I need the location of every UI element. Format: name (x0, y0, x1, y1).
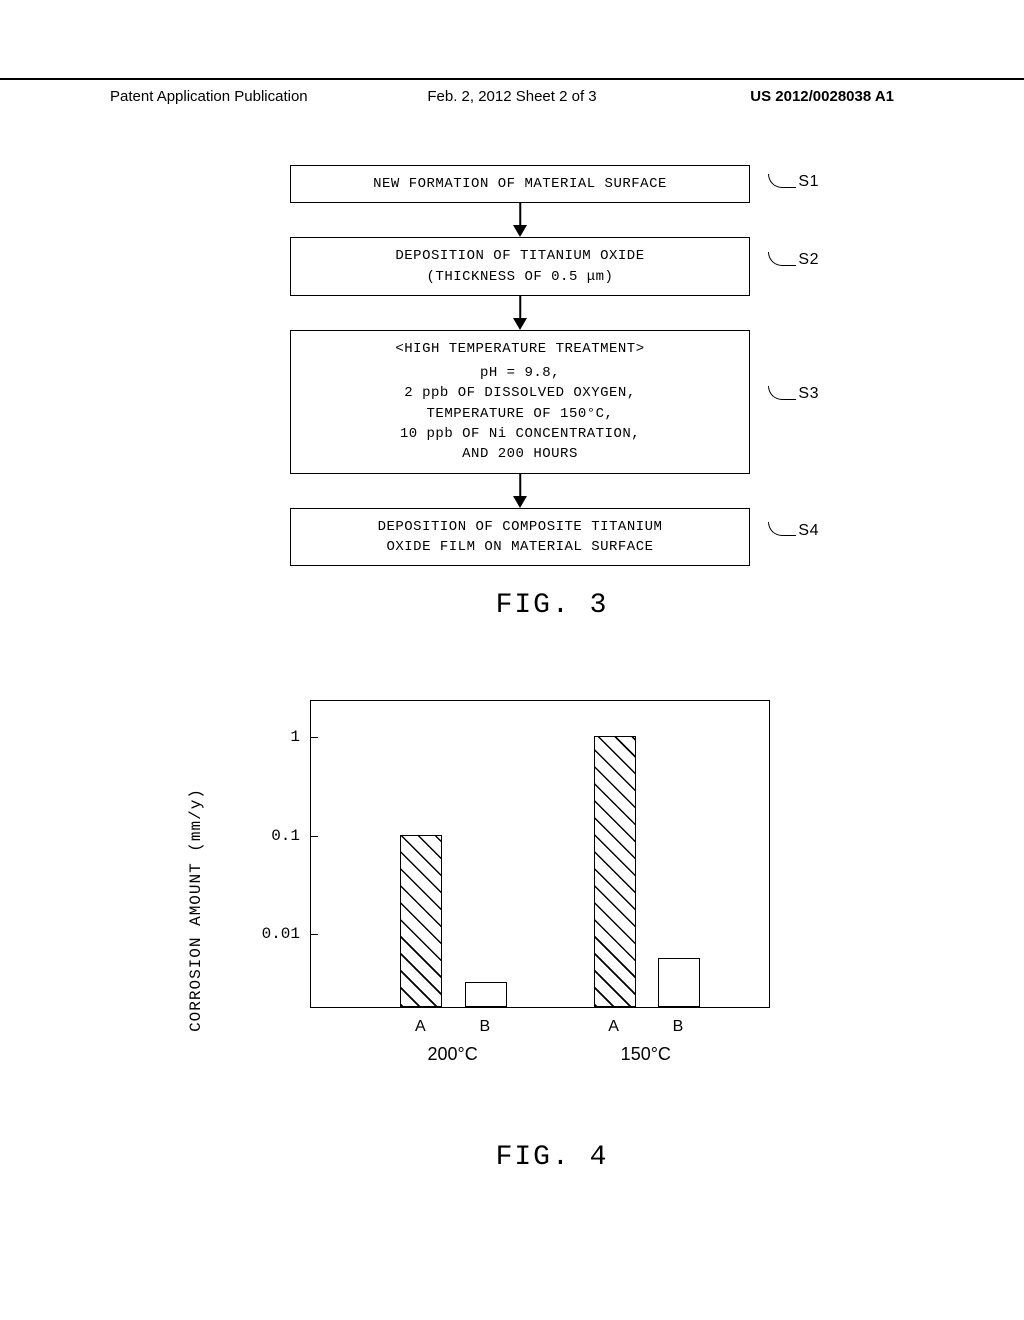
connector-curve (768, 174, 796, 188)
group-label: 150°C (621, 1044, 671, 1065)
bar-hatched (400, 835, 442, 1007)
bar-plain (465, 982, 507, 1007)
connector-curve (768, 386, 796, 400)
plot-box (310, 700, 770, 1008)
flow-step-line: AND 200 HOURS (305, 444, 735, 464)
flow-step-s2: DEPOSITION OF TITANIUM OXIDE(THICKNESS O… (290, 237, 750, 296)
flow-step-label: S4 (768, 523, 819, 539)
y-tick-label: 0.01 (240, 925, 300, 943)
flow-step-line: (THICKNESS OF 0.5 μm) (305, 267, 735, 287)
flow-step-line: 2 ppb OF DISSOLVED OXYGEN, (305, 383, 735, 403)
connector-curve (768, 252, 796, 266)
flow-step-id: S4 (798, 522, 819, 539)
bar-chart-fig4: CORROSION AMOUNT (mm/y) 10.10.01ABAB200°… (200, 700, 820, 1120)
flow-step-line: DEPOSITION OF TITANIUM OXIDE (305, 246, 735, 266)
flow-step-id: S2 (798, 251, 819, 268)
flow-step-line: DEPOSITION OF COMPOSITE TITANIUM (305, 517, 735, 537)
x-tick-label: B (479, 1018, 490, 1036)
fig4-caption: FIG. 4 (40, 1142, 1024, 1173)
flow-step-id: S3 (798, 385, 819, 402)
y-tick (310, 836, 318, 837)
flow-step-line: NEW FORMATION OF MATERIAL SURFACE (305, 174, 735, 194)
flow-step-line: pH = 9.8, (305, 363, 735, 383)
x-tick-label: A (415, 1018, 426, 1036)
bar-plain (658, 958, 700, 1007)
flow-step-s1: NEW FORMATION OF MATERIAL SURFACES1 (290, 165, 750, 203)
flow-step-line: TEMPERATURE OF 150°C, (305, 404, 735, 424)
page-header: Patent Application Publication Feb. 2, 2… (0, 78, 1024, 105)
flow-step-label: S1 (768, 174, 819, 190)
connector-curve (768, 522, 796, 536)
y-tick-label: 1 (240, 728, 300, 746)
flow-step-label: S2 (768, 252, 819, 268)
flow-step-s4: DEPOSITION OF COMPOSITE TITANIUMOXIDE FI… (290, 508, 750, 567)
arrow-down (290, 296, 750, 330)
y-tick-label: 0.1 (240, 827, 300, 845)
flowchart-fig3: NEW FORMATION OF MATERIAL SURFACES1 DEPOS… (290, 165, 750, 566)
y-axis-label: CORROSION AMOUNT (mm/y) (187, 788, 205, 1032)
group-label: 200°C (427, 1044, 477, 1065)
flow-step-label: S3 (768, 386, 819, 402)
x-tick-label: A (608, 1018, 619, 1036)
y-tick (310, 934, 318, 935)
header-center: Feb. 2, 2012 Sheet 2 of 3 (0, 88, 1024, 105)
arrow-down (290, 474, 750, 508)
fig3-caption: FIG. 3 (40, 590, 1024, 621)
flow-step-line: <HIGH TEMPERATURE TREATMENT> (305, 339, 735, 359)
flow-step-line: OXIDE FILM ON MATERIAL SURFACE (305, 537, 735, 557)
arrow-down (290, 203, 750, 237)
y-tick (310, 737, 318, 738)
flow-step-id: S1 (798, 173, 819, 190)
bar-hatched (594, 736, 636, 1007)
flow-step-line: 10 ppb OF Ni CONCENTRATION, (305, 424, 735, 444)
flow-step-s3: <HIGH TEMPERATURE TREATMENT> pH = 9.8,2 p… (290, 330, 750, 474)
x-tick-label: B (673, 1018, 684, 1036)
